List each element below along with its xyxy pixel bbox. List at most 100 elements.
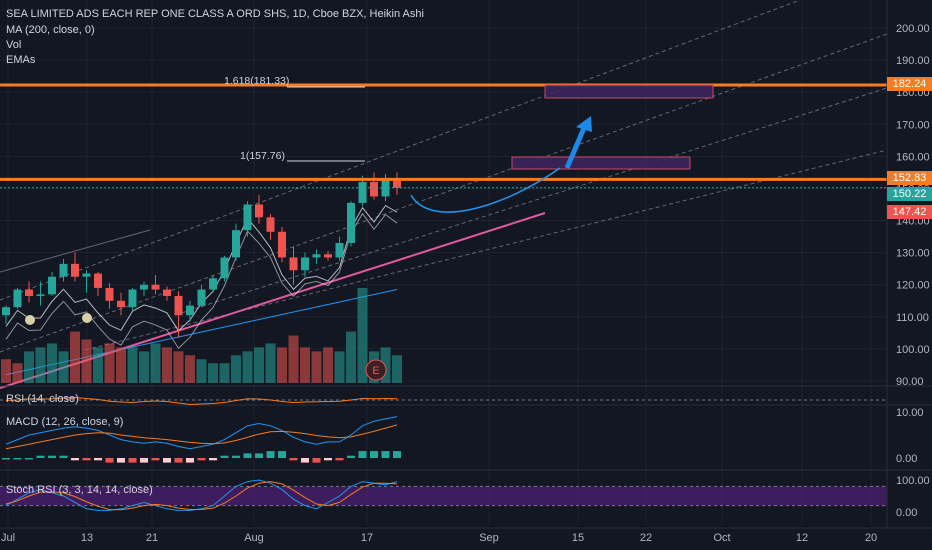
volume-bar (231, 355, 241, 383)
channel-line (84, 149, 888, 351)
macd-histogram-bar (71, 458, 79, 461)
candle-body (163, 289, 171, 296)
x-tick-label: Aug (244, 532, 264, 544)
x-tick-label: Oct (713, 532, 730, 544)
projection-arrow-shaft (564, 127, 587, 169)
rsi-pane-title[interactable]: RSI (14, close) (6, 393, 79, 405)
macd-histogram-bar (140, 458, 148, 463)
volume-bar (127, 347, 138, 383)
candle-body (220, 257, 229, 279)
target-zone-upper (544, 84, 714, 99)
price-badge-150: 150.22 (887, 187, 932, 201)
macd-histogram-bar (105, 458, 114, 463)
candle-body (324, 254, 332, 258)
volume-bar (70, 331, 80, 383)
rsi-line (5, 396, 398, 406)
volume-bar (196, 359, 207, 383)
volume-bar (242, 351, 253, 383)
candle-body (370, 182, 378, 197)
volume-bar (139, 351, 149, 383)
candle-body (358, 182, 367, 203)
x-tick-label: 12 (796, 532, 808, 544)
x-tick-label: 22 (640, 532, 652, 544)
price-badge-152: 152.83 (887, 171, 932, 185)
channel-line (0, 229, 151, 273)
vol-indicator-label[interactable]: Vol (6, 39, 22, 51)
volume-bar (185, 355, 195, 383)
projection-curve (410, 167, 561, 213)
macd-histogram-bar (94, 458, 102, 461)
candle-body (151, 284, 160, 290)
candle-body (117, 300, 125, 308)
candle-body (255, 204, 263, 218)
x-tick-label: Jul (1, 532, 15, 544)
volume-bar (311, 351, 322, 383)
volume-bar (24, 351, 34, 383)
macd-histogram-bar (209, 458, 217, 461)
macd-histogram-bar (128, 458, 137, 463)
volume-bar (265, 343, 276, 383)
y-tick-label: 110.00 (896, 312, 929, 324)
x-tick-label: 17 (361, 532, 373, 544)
channel-line (0, 33, 888, 353)
macd-histogram-bar (312, 458, 321, 463)
y-tick-label: 90.00 (896, 376, 924, 388)
candle-body (381, 180, 390, 197)
candle-body (301, 257, 309, 271)
volume-bar (116, 347, 126, 383)
macd-histogram-bar (36, 455, 45, 458)
volume-bar (380, 347, 391, 383)
candle-body (36, 294, 45, 296)
x-tick-label: 21 (146, 532, 158, 544)
chart-title: SEA LIMITED ADS EACH REP ONE CLASS A ORD… (6, 8, 424, 20)
candle-body (393, 180, 401, 188)
stoch-rsi-band (0, 486, 887, 506)
candle-body (335, 243, 344, 258)
y-tick-label: 170.00 (896, 119, 930, 131)
earnings-marker-label: E (372, 365, 379, 377)
stoch-rsi-pane-title[interactable]: Stoch RSI (3, 3, 14, 14, close) (6, 484, 153, 496)
emas-indicator-label[interactable]: EMAs (6, 54, 36, 66)
y-tick-label: 130.00 (896, 248, 930, 260)
ema-cross-marker (82, 313, 92, 323)
macd-histogram-bar (174, 458, 183, 463)
volume-bar (93, 347, 103, 383)
volume-bar (81, 339, 92, 383)
candle-body (59, 263, 68, 277)
macd-histogram-bar (117, 458, 125, 463)
macd-histogram-bar (289, 458, 298, 461)
macd-histogram-bar (301, 458, 309, 463)
price-badge-147: 147.42 (887, 205, 932, 219)
volume-bar (346, 331, 356, 383)
macd-pane-title[interactable]: MACD (12, 26, close, 9) (6, 416, 124, 428)
volume-bar (254, 347, 264, 383)
macd-histogram-bar (82, 458, 91, 461)
candle-body (347, 202, 355, 244)
stoch-tick-label: 100.00 (896, 475, 930, 487)
fib-1618-label: 1.618(181.33) (224, 75, 290, 87)
volume-bar (173, 351, 184, 383)
candle-body (209, 278, 217, 290)
volume-bar (219, 363, 230, 383)
candle-body (243, 204, 252, 231)
candle-body (71, 263, 79, 277)
candle-body (232, 230, 240, 258)
macd-line (5, 416, 398, 450)
macd-histogram-bar (255, 453, 263, 458)
volume-bar (357, 288, 368, 383)
macd-histogram-bar (266, 451, 275, 458)
macd-histogram-bar (13, 458, 22, 460)
x-tick-label: 15 (572, 532, 584, 544)
volume-bar (47, 343, 57, 383)
candle-body (82, 273, 91, 277)
macd-histogram-bar (370, 451, 378, 458)
macd-histogram-bar (197, 458, 206, 461)
ma-indicator-label[interactable]: MA (200, close, 0) (6, 24, 95, 36)
macd-histogram-bar (232, 455, 240, 458)
candle-body (278, 231, 286, 258)
volume-bar (288, 335, 299, 383)
macd-histogram-bar (163, 458, 171, 463)
macd-histogram-bar (48, 455, 56, 458)
candle-body (128, 289, 137, 308)
